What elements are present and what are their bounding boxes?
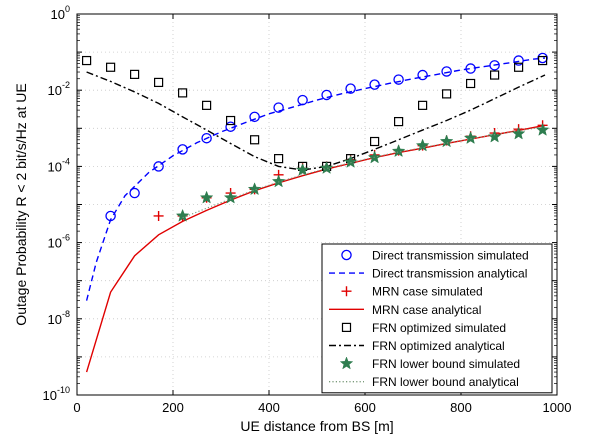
legend-swatch — [341, 286, 352, 297]
legend-swatch — [339, 356, 354, 370]
frn-lower-bound-simulated-point — [343, 154, 358, 168]
frn-lower-bound-simulated-point — [295, 162, 310, 176]
x-tick-label: 0 — [73, 400, 80, 415]
series-1 — [105, 52, 548, 222]
frn-lower-bound-simulated-point — [511, 126, 526, 140]
legend: Direct transmission simulated Direct tran… — [321, 243, 553, 394]
y-tick-label: 10-10 — [43, 385, 70, 403]
direct-transmission-simulated-point — [393, 74, 404, 85]
frn-optimized-simulated-point — [154, 77, 164, 88]
legend-entry-label: FRN lower bound simulated — [372, 357, 520, 371]
y-axis-label: Outage Probability R < 2 bit/s/Hz at UE — [13, 83, 29, 325]
frn-optimized-analytical-line — [86, 71, 546, 171]
frn-optimized-simulated-point — [105, 62, 116, 72]
frn-lower-bound-simulated-point — [415, 138, 430, 152]
direct-transmission-simulated-point — [249, 111, 260, 123]
x-tick-label: 200 — [162, 400, 184, 415]
x-tick-label: 1000 — [543, 400, 572, 415]
frn-optimized-simulated-point — [490, 70, 500, 80]
frn-lower-bound-simulated-point — [247, 182, 262, 196]
frn-optimized-simulated-point — [130, 69, 140, 79]
frn-lower-bound-simulated-point — [175, 208, 190, 222]
frn-lower-bound-simulated-point — [199, 190, 214, 204]
legend-entry-label: FRN lower bound analytical — [372, 375, 519, 389]
direct-transmission-simulated-point — [321, 89, 332, 101]
frn-optimized-simulated-point — [226, 115, 236, 126]
legend-entry-label: MRN case analytical — [372, 303, 481, 317]
legend-box — [321, 243, 553, 394]
mrn-case-analytical-line — [85, 124, 546, 373]
y-tick-label: 10-8 — [48, 309, 70, 327]
direct-transmission-simulated-point — [417, 69, 428, 81]
frn-optimized-simulated-point — [178, 88, 188, 98]
direct-transmission-simulated-point — [201, 132, 212, 144]
frn-lower-bound-simulated-point — [439, 134, 454, 148]
frn-lower-bound-simulated-point — [487, 129, 502, 143]
y-tick-label: 10-6 — [48, 233, 70, 251]
frn-optimized-simulated-point — [537, 55, 548, 66]
grid — [77, 14, 557, 395]
frn-optimized-simulated-point — [442, 89, 452, 99]
direct-transmission-simulated-point — [273, 102, 284, 113]
series-7 — [175, 122, 550, 222]
frn-optimized-simulated-point — [81, 55, 92, 66]
series-4 — [85, 124, 546, 373]
plot-series — [81, 52, 550, 373]
frn-optimized-simulated-point — [394, 116, 404, 127]
direct-transmission-simulated-point — [489, 60, 500, 71]
frn-optimized-simulated-point — [202, 100, 212, 110]
series-5 — [81, 55, 548, 171]
frn-optimized-simulated-point — [466, 78, 476, 89]
frn-lower-bound-simulated-point — [223, 190, 238, 204]
legend-entry-label: MRN case simulated — [372, 285, 483, 299]
legend-entry-label: Direct transmission simulated — [372, 249, 529, 263]
x-tick-label: 600 — [354, 400, 376, 415]
frn-optimized-simulated-point — [370, 136, 380, 147]
legend-swatch — [341, 322, 352, 332]
frn-lower-bound-simulated-point — [463, 131, 478, 145]
frn-lower-bound-simulated-point — [271, 174, 286, 188]
legend-swatch — [341, 249, 352, 261]
x-tick-label: 400 — [258, 400, 280, 415]
axis-ticks: 0 200 400 600 800 1000 100 10-2 10-4 10-6 10-8 10-1… — [43, 4, 572, 415]
y-tick-label: 10-2 — [48, 80, 70, 98]
frn-optimized-simulated-point — [250, 135, 260, 145]
frn-optimized-simulated-point — [274, 154, 284, 164]
mrn-case-simulated-point — [153, 210, 164, 221]
direct-transmission-simulated-point — [441, 66, 452, 77]
direct-transmission-simulated-point — [345, 83, 356, 94]
x-axis-label: UE distance from BS [m] — [240, 418, 393, 434]
direct-transmission-simulated-point — [369, 79, 380, 90]
frn-optimized-simulated-point — [418, 100, 428, 110]
frn-optimized-simulated-point — [513, 62, 524, 72]
legend-entry-label: Direct transmission analytical — [372, 267, 527, 281]
x-tick-label: 800 — [450, 400, 472, 415]
y-tick-label: 10-4 — [48, 156, 70, 174]
frn-lower-bound-simulated-point — [391, 144, 406, 158]
direct-transmission-simulated-point — [177, 144, 188, 155]
legend-entry-label: FRN optimized simulated — [372, 321, 506, 335]
legend-entry-label: FRN optimized analytical — [372, 339, 505, 353]
direct-transmission-simulated-point — [153, 161, 164, 172]
series-6 — [86, 71, 546, 171]
y-tick-label: 100 — [51, 4, 70, 22]
frn-lower-bound-simulated-point — [319, 160, 334, 174]
direct-transmission-simulated-point — [129, 187, 140, 199]
